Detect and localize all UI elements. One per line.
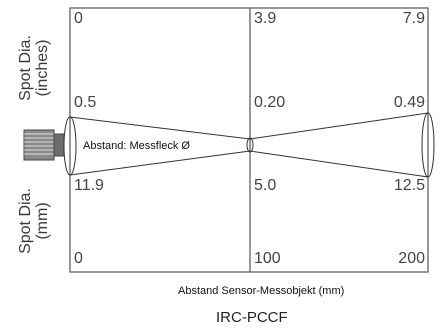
top-right-value: 7.9 [402,10,425,27]
inches-right-value: 0.49 [393,94,425,111]
top-left-value: 0 [74,10,83,27]
inches-center-value: 0.20 [254,94,286,111]
mm-axis-label: Spot Dia. (mm) [17,188,51,254]
inches-axis-label: Spot Dia. (inches) [17,35,51,101]
x-axis-caption: Abstand Sensor-Messobjekt (mm) [178,285,345,297]
beam-cone [63,112,435,178]
beam-note: Abstand: Messfleck Ø [83,140,190,152]
spot-ellipse-end [421,112,435,178]
spot-ellipse-start [63,116,77,176]
top-center-value: 3.9 [254,10,277,27]
mm-center-value: 5.0 [254,177,277,194]
sensor-icon [23,129,65,161]
mm-left-value: 11.9 [74,177,104,194]
diagram-frame [69,7,429,273]
bottom-left-value: 0 [74,250,83,267]
mm-right-value: 12.5 [393,177,425,194]
bottom-center-value: 100 [254,250,281,267]
model-name: IRC-PCCF [216,309,288,326]
bottom-right-value: 200 [398,250,425,267]
inches-left-value: 0.5 [74,94,97,111]
spot-ellipse-focus [246,137,254,153]
